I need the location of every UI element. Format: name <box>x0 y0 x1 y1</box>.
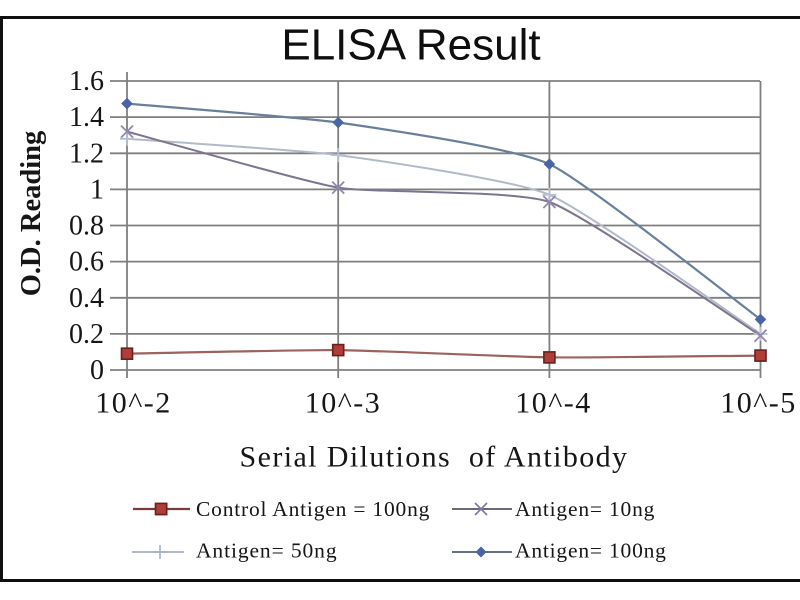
svg-text:ELISA Result: ELISA Result <box>281 21 540 70</box>
svg-text:1.4: 1.4 <box>69 102 104 133</box>
svg-text:Antigen= 10ng: Antigen= 10ng <box>515 497 655 521</box>
svg-text:1: 1 <box>90 174 104 205</box>
svg-text:10^-2: 10^-2 <box>95 387 172 420</box>
svg-text:10^-3: 10^-3 <box>305 387 382 420</box>
svg-text:Serial Dilutions of Antibody: Serial Dilutions of Antibody <box>240 441 629 474</box>
svg-text:Antigen= 50ng: Antigen= 50ng <box>196 539 337 563</box>
svg-text:1.6: 1.6 <box>69 66 104 97</box>
svg-text:Antigen= 100ng: Antigen= 100ng <box>515 539 667 563</box>
svg-text:0.2: 0.2 <box>69 319 104 350</box>
svg-text:O.D. Reading: O.D. Reading <box>16 131 47 296</box>
svg-text:1.2: 1.2 <box>69 138 104 169</box>
svg-text:0.8: 0.8 <box>69 211 104 242</box>
svg-text:0.4: 0.4 <box>69 283 104 314</box>
svg-text:0: 0 <box>90 355 104 386</box>
svg-text:10^-5: 10^-5 <box>720 387 797 420</box>
svg-text:Control Antigen = 100ng: Control Antigen = 100ng <box>196 497 430 521</box>
svg-text:10^-4: 10^-4 <box>515 387 592 420</box>
svg-text:0.6: 0.6 <box>69 247 104 278</box>
